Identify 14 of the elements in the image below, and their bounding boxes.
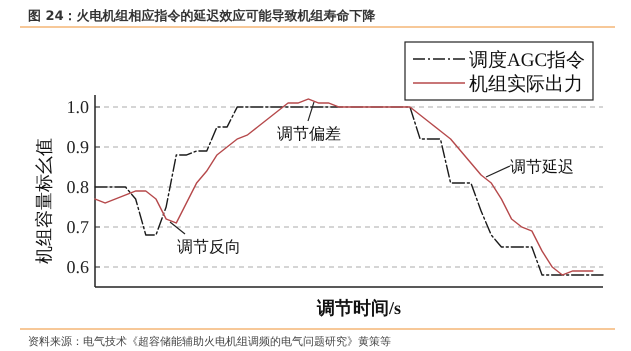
y-tick-label: 0.6 [66,257,89,277]
y-tick-label: 0.8 [66,177,89,197]
legend-label: 机组实际出力 [469,73,583,95]
annotation: 调节反向 [177,237,241,256]
annotation: 调节偏差 [277,124,341,143]
y-tick-label: 1.0 [66,97,89,117]
annotation: 调节延迟 [510,157,574,176]
x-axis-title: 调节时间/s [316,298,402,318]
chart-title: 图 24：火电机组相应指令的延迟效应可能导致机组寿命下降 [28,8,377,24]
y-tick-label: 0.7 [66,217,89,237]
text: 资料来源：电气技术《超容储能辅助火电机组调频的电气问题研究》黄策等 [28,335,391,348]
y-tick-label: 0.9 [66,137,89,157]
y-axis-title: 机组容量标幺值 [34,138,54,264]
legend-label: 调度AGC指令 [469,49,586,71]
